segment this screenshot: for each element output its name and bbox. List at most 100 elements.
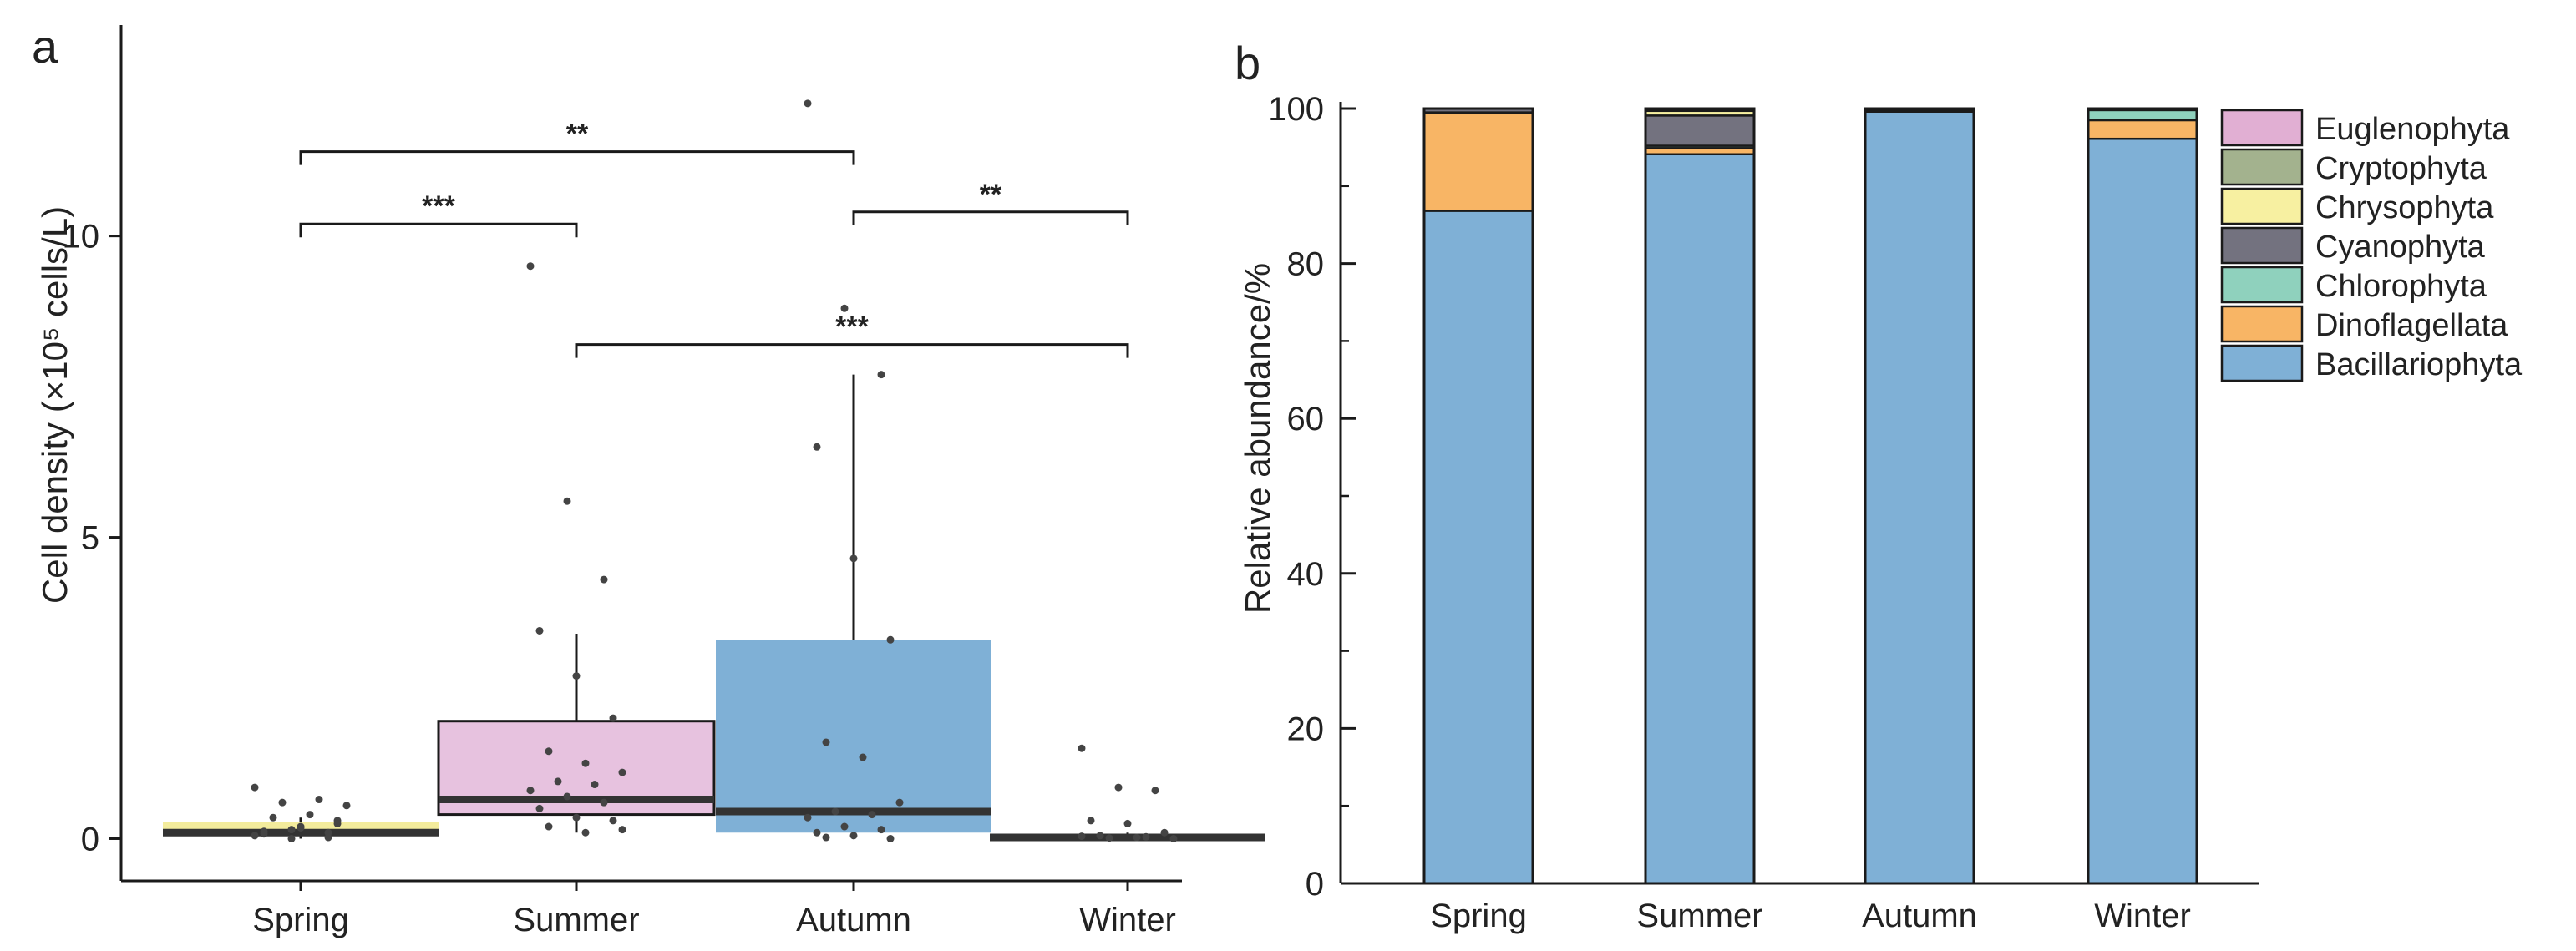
- legend-swatch-bacillariophyta: [2220, 344, 2304, 382]
- data-point-summer: [581, 828, 590, 837]
- data-point-winter: [1142, 832, 1150, 841]
- data-point-spring: [324, 833, 332, 842]
- data-point-autumn: [868, 811, 876, 819]
- bar-segment-summer-cyanophyta: [1644, 114, 1756, 147]
- bar-segment-summer-bacillariophyta: [1644, 153, 1756, 885]
- data-point-summer: [563, 792, 571, 801]
- legend-label-dinoflagellata: Dinoflagellata: [2315, 308, 2508, 343]
- legend-label-euglenophyta: Euglenophyta: [2315, 112, 2510, 147]
- box-layer: [163, 374, 1265, 842]
- box-plot-y-axis-title: Cell density (×10⁵ cells/L): [35, 206, 74, 604]
- legend-label-cryptophyta: Cryptophyta: [2315, 151, 2487, 186]
- data-point-winter: [1078, 744, 1086, 752]
- data-point-summer: [581, 759, 590, 767]
- data-point-autumn: [877, 371, 885, 379]
- stacked-bar-y-axis-title: Relative abundance/%: [1238, 263, 1277, 614]
- data-point-winter: [1105, 834, 1113, 842]
- data-point-winter: [1133, 833, 1141, 842]
- data-point-summer: [618, 826, 626, 834]
- box-autumn: [716, 640, 991, 833]
- data-point-summer: [554, 777, 562, 786]
- bar-segment-winter-dinoflagellata: [2087, 119, 2198, 140]
- legend-label-bacillariophyta: Bacillariophyta: [2315, 347, 2523, 382]
- data-point-spring: [315, 796, 323, 804]
- legend-swatch-cryptophyta: [2220, 148, 2304, 186]
- data-point-spring: [278, 798, 287, 807]
- data-point-winter: [1160, 828, 1169, 837]
- data-point-autumn: [840, 822, 849, 831]
- x-tick-label-spring: Spring: [1430, 898, 1527, 934]
- x-tick-label-summer: Summer: [513, 902, 639, 938]
- data-point-winter: [1169, 834, 1178, 842]
- data-point-spring: [251, 783, 259, 792]
- stacked-bar-axes: 0 20 40 60 80 100 Spring Summer Autumn Winter: [1268, 91, 2259, 934]
- x-tick-label-winter: Winter: [1079, 902, 1176, 938]
- x-tick-label-autumn: Autumn: [796, 902, 911, 938]
- x-tick-label-spring: Spring: [252, 902, 349, 938]
- data-point-spring: [342, 802, 351, 810]
- data-point-autumn: [822, 738, 830, 746]
- data-point-autumn: [831, 807, 839, 816]
- stacked-bar-layer: [1422, 107, 2198, 885]
- data-point-winter: [1123, 819, 1132, 827]
- data-point-summer: [545, 747, 553, 756]
- significance-layer: ***** *****: [299, 119, 1129, 358]
- stacked-bar-panel: 0 20 40 60 80 100 Spring Summer Autumn Winter Rel…: [1238, 91, 2523, 934]
- data-point-summer: [545, 822, 553, 831]
- data-point-summer: [572, 813, 581, 822]
- data-point-autumn: [804, 813, 812, 822]
- x-tick-label-summer: Summer: [1636, 898, 1762, 934]
- data-point-autumn: [849, 554, 858, 563]
- data-point-summer: [535, 804, 544, 812]
- y-tick-label: 60: [1287, 401, 1325, 438]
- x-tick-label-winter: Winter: [2094, 898, 2191, 934]
- data-point-spring: [260, 830, 268, 838]
- significance-bracket-spring-autumn: [299, 150, 855, 165]
- significance-label: **: [980, 179, 1002, 210]
- data-point-spring: [287, 826, 296, 834]
- panel-b-letter: b: [1235, 37, 1260, 89]
- data-point-summer: [526, 262, 535, 271]
- data-point-autumn: [886, 834, 895, 842]
- significance-bracket-summer-winter: [575, 343, 1129, 358]
- significance-bracket-autumn-winter: [852, 210, 1129, 225]
- data-point-summer: [572, 672, 581, 680]
- y-tick-label: 20: [1287, 711, 1325, 747]
- data-point-autumn: [822, 833, 830, 842]
- x-tick-label-autumn: Autumn: [1862, 898, 1977, 934]
- data-point-summer: [535, 626, 544, 635]
- legend-label-chlorophyta: Chlorophyta: [2315, 269, 2487, 304]
- data-point-summer: [526, 787, 535, 795]
- point-layer: [251, 99, 1178, 842]
- y-tick-label: 80: [1287, 246, 1325, 283]
- data-point-winter: [1114, 783, 1123, 792]
- bar-segment-winter-chlorophyta: [2087, 109, 2198, 122]
- data-point-autumn: [886, 635, 895, 644]
- bar-segment-spring-dinoflagellata: [1422, 112, 1534, 212]
- bar-segment-spring-bacillariophyta: [1422, 210, 1534, 885]
- data-point-autumn: [804, 99, 812, 108]
- data-point-winter: [1078, 832, 1086, 841]
- legend-swatch-chlorophyta: [2220, 266, 2304, 304]
- significance-label: ***: [835, 311, 869, 343]
- significance-label: ***: [422, 190, 455, 222]
- data-point-autumn: [849, 832, 858, 840]
- data-point-autumn: [895, 798, 904, 807]
- y-tick-label: 5: [81, 520, 99, 557]
- data-point-autumn: [840, 304, 849, 312]
- y-tick-label: 40: [1287, 556, 1325, 593]
- legend-swatch-euglenophyta: [2220, 109, 2304, 147]
- data-point-spring: [287, 834, 296, 842]
- data-point-autumn: [859, 753, 867, 761]
- legend: Euglenophyta Cryptophyta Chrysophyta Cyanop…: [2220, 109, 2523, 382]
- data-point-winter: [1096, 832, 1104, 840]
- y-tick-label: 0: [81, 821, 99, 857]
- y-tick-label: 10: [63, 219, 100, 255]
- legend-label-cyanophyta: Cyanophyta: [2315, 230, 2486, 265]
- data-point-summer: [591, 781, 599, 789]
- panel-a-letter: a: [32, 20, 58, 73]
- significance-label: **: [566, 119, 589, 150]
- data-point-autumn: [813, 828, 821, 837]
